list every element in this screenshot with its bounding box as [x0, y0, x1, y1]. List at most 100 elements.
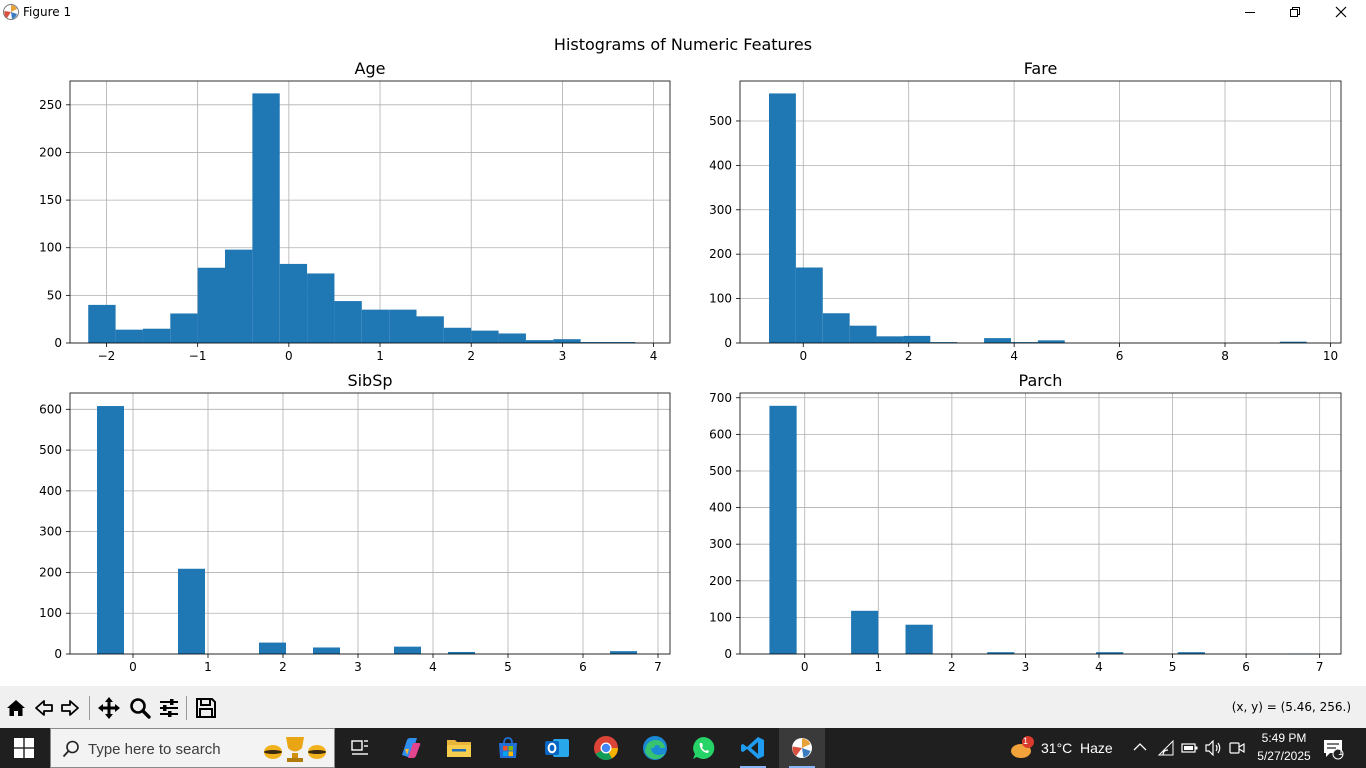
- folder-icon: [447, 740, 471, 757]
- histogram-bar: [394, 646, 421, 654]
- histogram-bar: [1279, 341, 1307, 343]
- histogram-bar: [768, 93, 796, 343]
- meet-now-icon[interactable]: [1228, 739, 1246, 757]
- start-button[interactable]: [0, 728, 48, 768]
- vscode-icon: [741, 737, 764, 759]
- y-tick-label: 600: [39, 402, 62, 416]
- histogram-bar: [471, 330, 499, 343]
- y-tick-label: 0: [54, 647, 62, 661]
- home-button[interactable]: [3, 695, 29, 721]
- zoom-button[interactable]: [127, 695, 153, 721]
- histogram-bar: [1010, 342, 1038, 343]
- x-tick-label: 6: [1242, 660, 1250, 674]
- battery-icon[interactable]: [1181, 741, 1199, 755]
- histogram-bar: [416, 316, 444, 343]
- matplotlib-app-icon: [792, 738, 812, 758]
- x-tick-label: 5: [1169, 660, 1177, 674]
- x-tick-label: 8: [1221, 349, 1229, 363]
- search-highlight-icon: [264, 737, 326, 762]
- axes-frame: [739, 80, 1342, 344]
- y-tick-label: 100: [39, 241, 62, 255]
- pan-icon: [98, 697, 120, 719]
- histogram-bar: [795, 267, 823, 343]
- wifi-icon[interactable]: [1157, 740, 1175, 756]
- matplotlib-app-icon: [3, 4, 19, 20]
- x-tick-label: 4: [429, 660, 437, 674]
- x-tick-label: −2: [98, 349, 116, 363]
- y-tick-label: 600: [709, 427, 732, 441]
- clock-date[interactable]: 5/27/2025: [1257, 749, 1311, 763]
- x-tick-label: 1: [874, 660, 882, 674]
- histogram-bar: [88, 304, 116, 343]
- vscode-button[interactable]: [730, 728, 776, 768]
- save-button[interactable]: [193, 695, 219, 721]
- save-icon: [196, 698, 216, 718]
- task-view-button[interactable]: [337, 728, 383, 768]
- toolbar-separator: [89, 696, 90, 720]
- subplot-age: −2 −1 0 1 2 3 4 0 50 100 150 200 250 Age: [39, 59, 671, 363]
- histogram-bar: [525, 340, 554, 343]
- forward-button[interactable]: [57, 695, 83, 721]
- configure-subplots-button[interactable]: [156, 695, 182, 721]
- histogram-bar: [1037, 340, 1065, 343]
- volume-icon[interactable]: [1204, 740, 1222, 756]
- y-tick-label: 150: [39, 193, 62, 207]
- y-tick-label: 700: [709, 391, 732, 405]
- histogram-bar: [197, 267, 226, 343]
- figure-canvas[interactable]: Histograms of Numeric Features −2 −1 0 1 2 3 4…: [0, 24, 1366, 686]
- python-figure-taskbar-button[interactable]: [779, 728, 825, 768]
- weather-description[interactable]: Haze: [1080, 740, 1113, 756]
- restore-button[interactable]: [1272, 0, 1318, 24]
- histogram-bar: [984, 338, 1011, 343]
- histogram-bar: [361, 309, 390, 343]
- notification-center-icon[interactable]: [1322, 738, 1344, 760]
- clock-time[interactable]: 5:49 PM: [1261, 731, 1307, 745]
- histogram-bar: [313, 647, 340, 654]
- copilot-button[interactable]: [387, 728, 433, 768]
- y-tick-label: 400: [709, 501, 732, 515]
- home-icon: [7, 700, 25, 716]
- whatsapp-button[interactable]: [681, 728, 727, 768]
- microsoft-store-button[interactable]: [485, 728, 531, 768]
- y-tick-label: 400: [39, 484, 62, 498]
- window-titlebar: Figure 1: [0, 0, 1366, 24]
- outlook-button[interactable]: [534, 728, 580, 768]
- chevron-up-icon[interactable]: [1133, 741, 1147, 753]
- x-tick-label: 4: [650, 349, 658, 363]
- x-tick-label: 0: [799, 349, 807, 363]
- y-tick-label: 0: [54, 336, 62, 350]
- chrome-button[interactable]: [583, 728, 629, 768]
- y-tick-label: 250: [39, 98, 62, 112]
- x-tick-label: 5: [504, 660, 512, 674]
- x-tick-label: 7: [1316, 660, 1324, 674]
- x-tick-label: 2: [905, 349, 913, 363]
- weather-temperature[interactable]: 31°C: [1041, 740, 1073, 756]
- edge-button[interactable]: [632, 728, 678, 768]
- matplotlib-toolbar: (x, y) = (5.46, 256.): [0, 686, 1366, 728]
- minimize-button[interactable]: [1227, 0, 1273, 24]
- subplot-parch: 0 1 2 3 4 5 6 7 0 100 200 300 400 500 600 700 Parch: [709, 371, 1342, 674]
- histogram-bar: [97, 406, 124, 654]
- y-tick-label: 300: [709, 203, 732, 217]
- histogram-bar: [307, 273, 335, 343]
- restore-icon: [1290, 7, 1300, 17]
- x-tick-label: 4: [1010, 349, 1018, 363]
- y-tick-label: 100: [709, 292, 732, 306]
- histogram-bar: [769, 405, 797, 654]
- subplot-title: Fare: [1024, 59, 1058, 78]
- close-button[interactable]: [1318, 0, 1364, 24]
- pan-button[interactable]: [96, 695, 122, 721]
- notification-count: 1: [1338, 747, 1344, 758]
- back-button[interactable]: [31, 695, 57, 721]
- histogram-bar: [822, 313, 850, 343]
- x-tick-label: 1: [376, 349, 384, 363]
- histogram-bar: [443, 327, 472, 343]
- subplot-title: Parch: [1019, 371, 1063, 390]
- file-explorer-button[interactable]: [436, 728, 482, 768]
- weather-icon[interactable]: [1009, 735, 1035, 761]
- x-tick-label: 7: [654, 660, 662, 674]
- histogram-bar: [115, 329, 143, 343]
- search-placeholder: Type here to search: [88, 741, 221, 758]
- taskbar-search-box[interactable]: Type here to search: [50, 728, 335, 768]
- toolbar-separator: [186, 696, 187, 720]
